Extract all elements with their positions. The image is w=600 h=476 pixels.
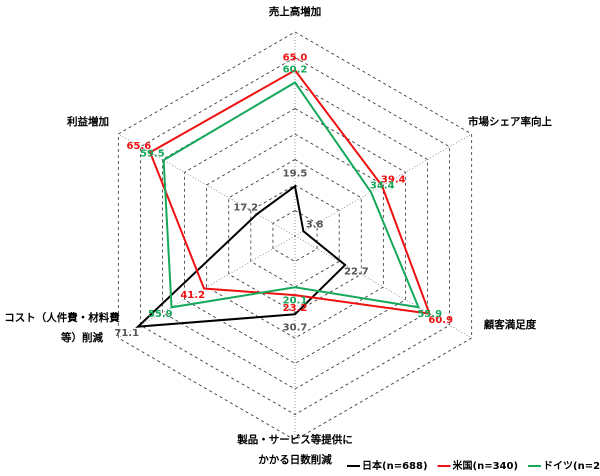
legend-label: 日本(n=688) [362, 459, 428, 472]
value-label: 19.5 [283, 168, 308, 179]
spoke [294, 235, 472, 339]
value-label: 71.1 [114, 328, 139, 339]
value-label: 60.9 [428, 315, 453, 326]
legend-label: ドイツ(n=299) [543, 460, 600, 472]
value-label: 20.1 [283, 295, 308, 306]
axis-label: 製品・サービス等提供に [236, 433, 353, 446]
spoke [118, 133, 296, 237]
spoke [294, 133, 472, 237]
value-label: 55.9 [148, 309, 173, 320]
grid-ring [117, 31, 473, 441]
value-label: 41.2 [180, 290, 205, 301]
grid-ring [272, 210, 318, 262]
value-label: 30.7 [283, 322, 308, 333]
value-label: 39.4 [381, 174, 406, 185]
axis-label: 顧客満足度 [484, 318, 537, 331]
axis-label: 等）削減 [60, 331, 103, 344]
value-label: 34.4 [370, 181, 395, 192]
grid-ring [228, 159, 362, 313]
series-line [148, 68, 432, 315]
grid-ring [140, 57, 450, 415]
value-label: 17.2 [233, 203, 258, 214]
axis-label: コスト（人件費・材料費 [4, 311, 120, 324]
series-line [135, 184, 347, 328]
legend-label: 米国(n=340) [453, 459, 519, 472]
series-line [162, 81, 421, 309]
value-label: 3.8 [306, 220, 324, 231]
value-label: 65.0 [283, 52, 308, 63]
axis-label: かかる日数削減 [258, 453, 332, 466]
value-label: 59.5 [140, 149, 165, 160]
grid-ring [184, 108, 406, 364]
value-label: 23.2 [283, 303, 308, 314]
axis-label: 売上高増加 [269, 5, 322, 18]
value-label: 55.9 [417, 309, 442, 320]
axis-label: 市場シェア率向上 [468, 115, 552, 128]
spoke [118, 235, 296, 339]
value-label: 22.7 [344, 266, 369, 277]
axis-label: 利益増加 [67, 115, 109, 128]
value-label: 65.6 [127, 141, 152, 152]
value-label: 60.2 [283, 64, 308, 75]
